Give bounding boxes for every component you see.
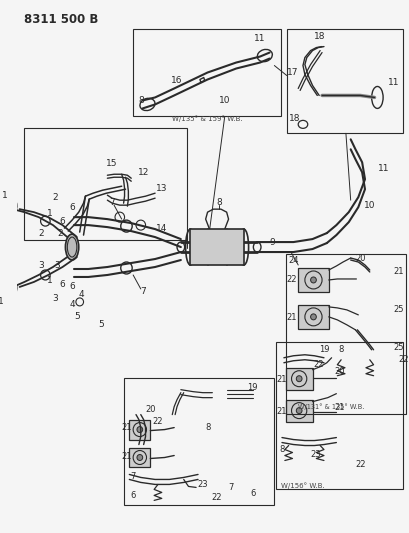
- Text: 6: 6: [69, 282, 75, 292]
- Text: 1: 1: [47, 277, 53, 286]
- Text: 11: 11: [254, 34, 265, 43]
- Text: 14: 14: [156, 224, 167, 232]
- Text: 6: 6: [130, 491, 135, 500]
- Text: 7: 7: [109, 198, 115, 207]
- Text: 16: 16: [171, 76, 182, 85]
- Circle shape: [310, 314, 316, 320]
- Text: 21: 21: [333, 403, 344, 412]
- Text: 6: 6: [60, 280, 65, 289]
- Text: 11: 11: [387, 78, 398, 87]
- Circle shape: [137, 455, 142, 461]
- Text: 7: 7: [139, 287, 145, 296]
- Text: 22: 22: [312, 360, 323, 369]
- Circle shape: [296, 376, 301, 382]
- Text: 22: 22: [354, 460, 364, 469]
- Text: 5: 5: [74, 312, 79, 321]
- Text: 2: 2: [38, 229, 44, 238]
- Text: 8: 8: [204, 423, 210, 432]
- Text: 21: 21: [276, 375, 287, 384]
- Bar: [133, 29, 280, 116]
- Text: 19: 19: [247, 383, 257, 392]
- Circle shape: [137, 426, 142, 433]
- Text: 24: 24: [288, 255, 298, 264]
- Text: 10: 10: [218, 96, 230, 105]
- Text: 8: 8: [216, 198, 221, 207]
- Text: 8: 8: [338, 345, 343, 354]
- Text: 6: 6: [250, 489, 256, 498]
- Text: 8311 500 B: 8311 500 B: [24, 13, 99, 26]
- Text: 22: 22: [285, 276, 296, 285]
- Circle shape: [310, 277, 316, 283]
- Text: 25: 25: [392, 343, 402, 352]
- Text: 6: 6: [60, 216, 65, 225]
- Bar: [286, 29, 402, 133]
- Bar: [24, 128, 186, 240]
- Text: 25: 25: [392, 305, 402, 314]
- Text: W/131° & 135° W.B.: W/131° & 135° W.B.: [297, 403, 364, 410]
- Text: 10: 10: [363, 200, 375, 209]
- Text: 13: 13: [156, 184, 167, 193]
- Bar: [190, 229, 243, 265]
- Text: 3: 3: [38, 261, 44, 270]
- Text: 21: 21: [121, 452, 131, 461]
- Bar: [297, 305, 328, 329]
- Text: 18: 18: [314, 32, 325, 41]
- Text: 21: 21: [285, 313, 296, 322]
- Text: 20: 20: [333, 367, 344, 376]
- Bar: [297, 268, 328, 292]
- Circle shape: [296, 408, 301, 414]
- Text: 20: 20: [145, 405, 155, 414]
- Text: 20: 20: [354, 254, 364, 263]
- Text: 2: 2: [57, 229, 62, 238]
- Text: 9: 9: [269, 238, 275, 247]
- Text: 23: 23: [309, 450, 320, 459]
- Text: 17: 17: [286, 68, 297, 77]
- Text: 2: 2: [52, 193, 58, 201]
- Bar: [276, 342, 402, 489]
- Text: 3: 3: [52, 294, 58, 303]
- Text: 8: 8: [139, 96, 144, 105]
- Text: 5: 5: [98, 320, 103, 329]
- Bar: [285, 368, 312, 390]
- Text: 3: 3: [54, 261, 60, 270]
- Text: 21: 21: [276, 407, 287, 416]
- Text: 18: 18: [288, 114, 299, 123]
- Text: 23: 23: [197, 480, 208, 489]
- Text: 6: 6: [69, 203, 75, 212]
- Text: 4: 4: [69, 301, 75, 309]
- Text: 19: 19: [318, 345, 328, 354]
- Text: 1: 1: [2, 191, 8, 200]
- Text: 12: 12: [137, 168, 149, 177]
- Text: 22: 22: [211, 493, 222, 502]
- Text: 15: 15: [106, 159, 118, 168]
- Text: 21: 21: [121, 423, 131, 432]
- Bar: [123, 378, 274, 505]
- Text: W/156° W.B.: W/156° W.B.: [281, 482, 324, 489]
- Bar: [285, 400, 312, 422]
- Text: 11: 11: [378, 164, 389, 173]
- Text: 4: 4: [79, 290, 84, 300]
- Text: 1: 1: [47, 208, 53, 217]
- Bar: [285, 254, 405, 414]
- Text: 7: 7: [130, 472, 135, 481]
- Text: 8: 8: [279, 445, 284, 454]
- Text: 1: 1: [0, 297, 3, 306]
- Text: 22: 22: [152, 417, 163, 426]
- Text: 7: 7: [228, 483, 234, 492]
- Text: 21: 21: [392, 268, 402, 277]
- Ellipse shape: [65, 234, 79, 260]
- Text: 22: 22: [397, 356, 407, 364]
- Bar: [129, 419, 150, 440]
- Text: W/135° & 159° W.B.: W/135° & 159° W.B.: [172, 115, 242, 122]
- Bar: [129, 448, 150, 467]
